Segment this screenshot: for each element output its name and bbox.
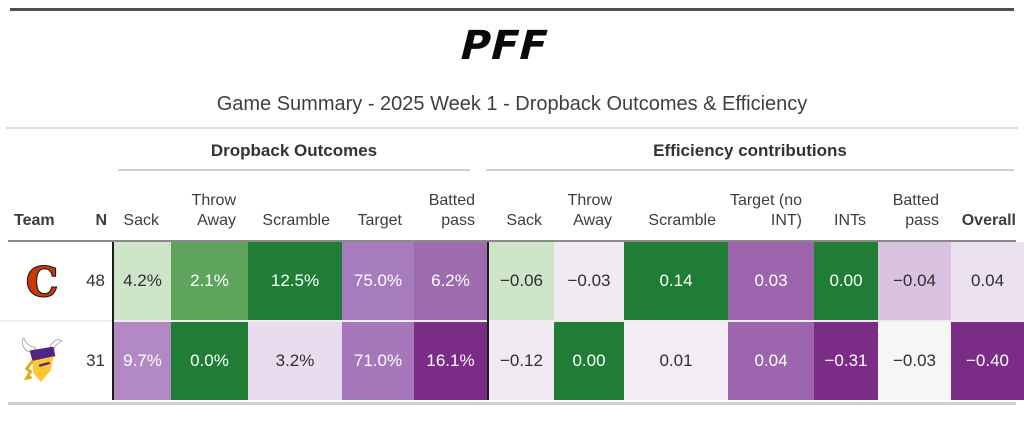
efficiency-cell-throw-away: 0.00 <box>554 322 624 400</box>
efficiency-cell-ints: −0.31 <box>814 322 878 400</box>
n-value: 31 <box>75 322 112 400</box>
efficiency-cell-target-no-int: 0.04 <box>728 322 814 400</box>
column-header-scramble-eff: Scramble <box>648 212 716 229</box>
outcome-cell-throw-away: 0.0% <box>171 322 248 400</box>
column-header-scramble-pct: Scramble <box>262 212 330 229</box>
column-header-throw-away-eff: Throw Away <box>567 192 612 229</box>
efficiency-cell-scramble: 0.01 <box>624 322 728 400</box>
team-cell <box>0 322 75 400</box>
outcome-cell-scramble: 3.2% <box>248 322 342 400</box>
column-header-target-pct: Target <box>357 212 402 229</box>
column-group-header-row: Dropback Outcomes Efficiency contributio… <box>0 135 1024 171</box>
vikings-logo <box>21 337 63 382</box>
outcome-cell-batted-pass: 16.1% <box>414 322 487 400</box>
efficiency-cell-sack: −0.06 <box>489 242 554 320</box>
efficiency-cell-overall: −0.40 <box>951 322 1024 400</box>
table-body: C 48 4.2% 2.1% 12.5% 75.0% 6.2% −0.06 −0… <box>0 242 1024 400</box>
svg-text:PFF: PFF <box>455 26 554 66</box>
bears-logo: C <box>25 261 59 301</box>
page-title: Game Summary - 2025 Week 1 - Dropback Ou… <box>216 93 808 115</box>
group-label: Dropback Outcomes <box>210 141 378 160</box>
column-header-batted-pass-pct: Batted pass <box>428 192 475 229</box>
column-header-team: Team <box>14 212 55 229</box>
group-header-dropback-outcomes: Dropback Outcomes <box>118 141 470 171</box>
group-header-efficiency-contributions: Efficiency contributions <box>486 141 1014 171</box>
column-header-batted-pass-eff: Batted pass <box>892 192 939 229</box>
column-header-n: N <box>95 212 107 229</box>
efficiency-cell-batted-pass: −0.04 <box>878 242 951 320</box>
outcome-cell-batted-pass: 6.2% <box>414 242 487 320</box>
efficiency-cell-sack: −0.12 <box>489 322 554 400</box>
outcome-cell-scramble: 12.5% <box>248 242 342 320</box>
outcome-cell-throw-away: 2.1% <box>171 242 248 320</box>
column-header-row: Team N Sack Throw Away Scramble Target B… <box>0 171 1024 240</box>
efficiency-cell-overall: 0.04 <box>951 242 1024 320</box>
outcome-cell-target: 75.0% <box>342 242 414 320</box>
header-divider <box>8 240 1016 242</box>
outcome-cell-sack: 9.7% <box>114 322 171 400</box>
team-cell: C <box>0 242 75 320</box>
vertical-divider-middle <box>487 242 489 400</box>
group-label: Efficiency contributions <box>653 141 847 160</box>
vertical-divider-left <box>112 242 114 400</box>
column-header-throw-away-pct: Throw Away <box>191 192 236 229</box>
efficiency-cell-batted-pass: −0.03 <box>878 322 951 400</box>
column-header-sack-eff: Sack <box>506 212 542 229</box>
bottom-divider <box>8 402 1016 405</box>
column-header-ints-eff: INTs <box>834 212 866 229</box>
outcome-cell-target: 71.0% <box>342 322 414 400</box>
efficiency-cell-ints: 0.00 <box>814 242 878 320</box>
table-row-vikings: 31 9.7% 0.0% 3.2% 71.0% 16.1% −0.12 0.00… <box>0 322 1024 400</box>
efficiency-cell-target-no-int: 0.03 <box>728 242 814 320</box>
pff-game-summary-card: PFF Game Summary - 2025 Week 1 - Dropbac… <box>0 8 1024 424</box>
column-header-target-no-int-eff: Target (no INT) <box>729 192 802 229</box>
svg-text:C: C <box>26 261 58 301</box>
title-divider <box>6 127 1018 129</box>
efficiency-cell-throw-away: −0.03 <box>554 242 624 320</box>
top-divider <box>10 8 1014 11</box>
pff-logo-icon: PFF <box>455 26 554 66</box>
efficiency-cell-scramble: 0.14 <box>624 242 728 320</box>
table-row-bears: C 48 4.2% 2.1% 12.5% 75.0% 6.2% −0.06 −0… <box>0 242 1024 320</box>
brand-header: PFF <box>0 26 1024 66</box>
outcome-cell-sack: 4.2% <box>114 242 171 320</box>
column-header-overall: Overall <box>961 212 1016 229</box>
n-value: 48 <box>75 242 112 320</box>
column-header-sack-pct: Sack <box>123 212 159 229</box>
